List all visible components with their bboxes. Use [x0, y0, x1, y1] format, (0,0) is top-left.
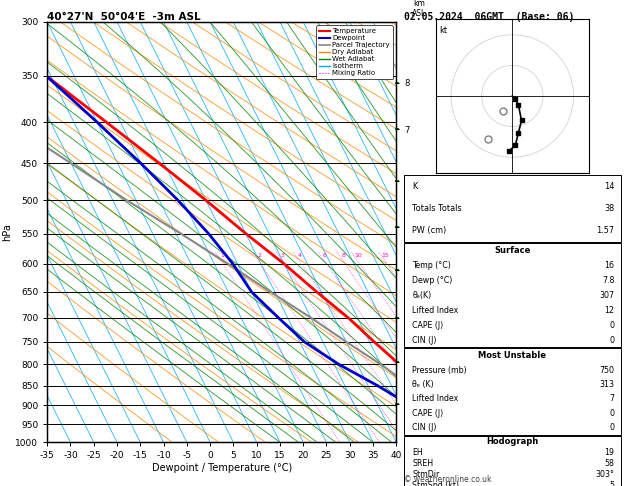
FancyBboxPatch shape — [404, 175, 621, 242]
Text: 02.05.2024  06GMT  (Base: 06): 02.05.2024 06GMT (Base: 06) — [404, 12, 574, 22]
Text: 19: 19 — [604, 448, 615, 457]
Text: Most Unstable: Most Unstable — [478, 351, 547, 360]
Text: 750: 750 — [599, 365, 615, 375]
Text: 8: 8 — [342, 253, 345, 258]
Text: Pressure (mb): Pressure (mb) — [413, 365, 467, 375]
Text: 7.8: 7.8 — [602, 276, 615, 285]
FancyBboxPatch shape — [404, 348, 621, 435]
X-axis label: Dewpoint / Temperature (°C): Dewpoint / Temperature (°C) — [152, 463, 292, 473]
Text: CIN (J): CIN (J) — [413, 423, 437, 432]
Text: km
ASL: km ASL — [412, 0, 426, 17]
Text: K: K — [413, 182, 418, 191]
Text: Dewp (°C): Dewp (°C) — [413, 276, 453, 285]
Text: θₑ(K): θₑ(K) — [413, 291, 431, 300]
Text: 10: 10 — [354, 253, 362, 258]
Text: 0: 0 — [610, 335, 615, 345]
Text: 16: 16 — [604, 261, 615, 270]
Text: 0: 0 — [610, 423, 615, 432]
Text: 307: 307 — [599, 291, 615, 300]
FancyBboxPatch shape — [404, 436, 621, 486]
Text: © weatheronline.co.uk: © weatheronline.co.uk — [404, 474, 491, 484]
Text: 7: 7 — [610, 395, 615, 403]
Text: 313: 313 — [599, 380, 615, 389]
Text: CAPE (J): CAPE (J) — [413, 321, 443, 330]
Text: 58: 58 — [604, 459, 615, 468]
Text: Lifted Index: Lifted Index — [413, 395, 459, 403]
Text: 3: 3 — [281, 253, 285, 258]
Text: CAPE (J): CAPE (J) — [413, 409, 443, 418]
Text: StmSpd (kt): StmSpd (kt) — [413, 481, 460, 486]
Y-axis label: hPa: hPa — [3, 223, 13, 241]
Text: Temp (°C): Temp (°C) — [413, 261, 451, 270]
Text: 14: 14 — [604, 182, 615, 191]
Text: 1: 1 — [220, 253, 224, 258]
Text: 0: 0 — [610, 409, 615, 418]
Text: Surface: Surface — [494, 246, 530, 255]
Text: 303°: 303° — [595, 470, 615, 479]
Text: SREH: SREH — [413, 459, 433, 468]
Text: 15: 15 — [382, 253, 389, 258]
Text: 1.57: 1.57 — [596, 226, 615, 235]
Text: 1LCL: 1LCL — [423, 402, 441, 411]
Text: Hodograph: Hodograph — [486, 437, 538, 446]
Text: StmDir: StmDir — [413, 470, 440, 479]
Text: 6: 6 — [323, 253, 327, 258]
FancyBboxPatch shape — [404, 243, 621, 347]
Text: kt: kt — [439, 26, 447, 35]
Text: Totals Totals: Totals Totals — [413, 204, 462, 213]
Legend: Temperature, Dewpoint, Parcel Trajectory, Dry Adiabat, Wet Adiabat, Isotherm, Mi: Temperature, Dewpoint, Parcel Trajectory… — [316, 25, 392, 79]
Text: Lifted Index: Lifted Index — [413, 306, 459, 314]
Text: 0: 0 — [610, 321, 615, 330]
Text: θₑ (K): θₑ (K) — [413, 380, 434, 389]
Text: EH: EH — [413, 448, 423, 457]
Text: 1LCL: 1LCL — [421, 402, 439, 411]
Text: 4: 4 — [298, 253, 302, 258]
Text: 2: 2 — [257, 253, 262, 258]
Text: 38: 38 — [604, 204, 615, 213]
Text: CIN (J): CIN (J) — [413, 335, 437, 345]
Text: 5: 5 — [610, 481, 615, 486]
Text: PW (cm): PW (cm) — [413, 226, 447, 235]
Text: 12: 12 — [604, 306, 615, 314]
Text: 40°27'N  50°04'E  -3m ASL: 40°27'N 50°04'E -3m ASL — [47, 12, 201, 22]
